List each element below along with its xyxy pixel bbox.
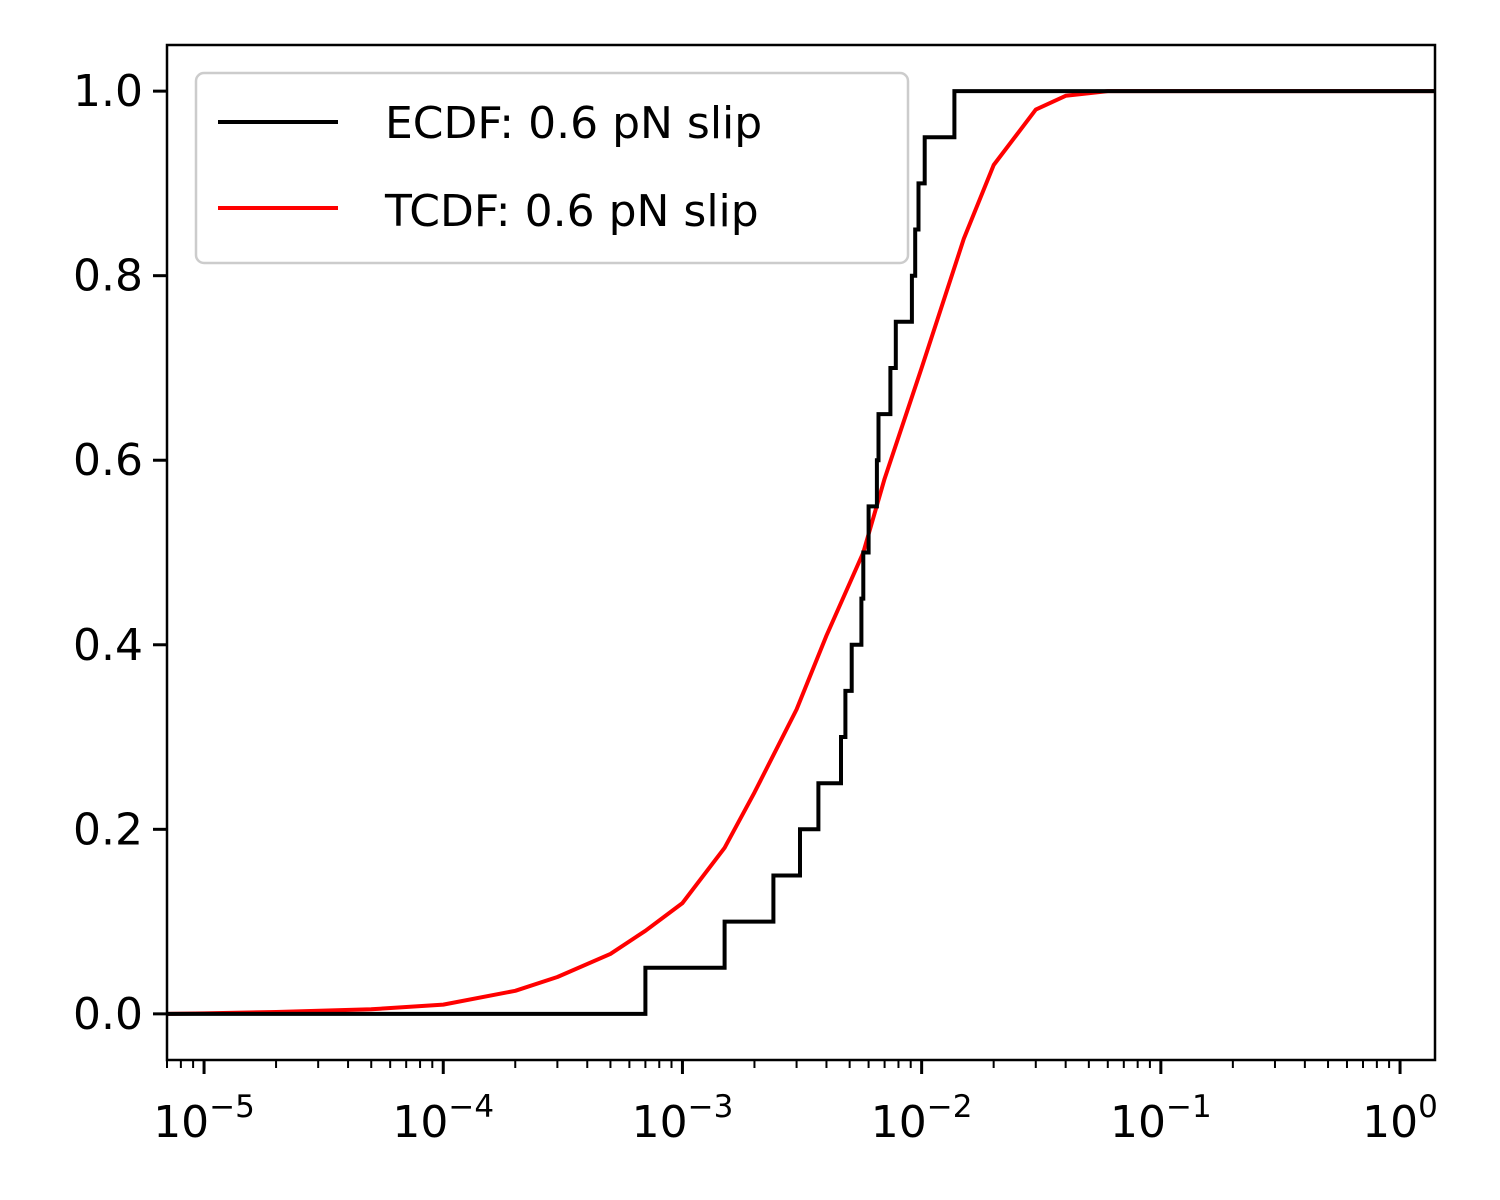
x-tick-label: 10−1 <box>1110 1089 1212 1148</box>
plot-frame <box>165 43 1437 1062</box>
series-layer <box>166 89 1435 1016</box>
x-tick-base: 10 <box>392 1097 448 1148</box>
legend-label-ecdf: ECDF: 0.6 pN slip <box>385 98 762 149</box>
x-tick-label: 10−4 <box>392 1089 494 1148</box>
x-tick-base: 10 <box>871 1097 927 1148</box>
y-axis: 0.0 0.2 0.4 0.6 0.8 1.0 <box>73 66 167 1040</box>
x-tick-exponent: −4 <box>448 1089 494 1125</box>
legend: ECDF: 0.6 pN slip TCDF: 0.6 pN slip <box>194 71 910 265</box>
legend-label-tcdf: TCDF: 0.6 pN slip <box>384 186 759 237</box>
series-line-ecdf <box>167 89 1435 1016</box>
x-tick-label: 100 <box>1362 1089 1438 1148</box>
x-tick-exponent: −3 <box>688 1089 734 1125</box>
x-tick-exponent: −1 <box>1166 1089 1212 1125</box>
x-tick-exponent: −5 <box>209 1089 255 1125</box>
x-tick-label: 10−5 <box>153 1089 255 1148</box>
y-tick-label: 0.0 <box>73 989 143 1040</box>
x-tick-base: 10 <box>1362 1097 1418 1148</box>
y-tick-label: 1.0 <box>73 66 143 117</box>
y-tick-label: 0.4 <box>73 620 143 671</box>
x-tick-exponent: −2 <box>927 1089 973 1125</box>
x-tick-base: 10 <box>153 1097 209 1148</box>
x-axis: 10−5 10−4 10−3 10−2 10−1 100 <box>153 1060 1438 1148</box>
y-tick-label: 0.8 <box>73 251 143 302</box>
x-tick-exponent: 0 <box>1418 1089 1438 1125</box>
x-tick-base: 10 <box>1110 1097 1166 1148</box>
x-tick-base: 10 <box>632 1097 688 1148</box>
x-tick-label: 10−3 <box>632 1089 734 1148</box>
x-tick-label: 10−2 <box>871 1089 973 1148</box>
legend-box <box>194 71 910 265</box>
y-tick-label: 0.2 <box>73 804 143 855</box>
y-tick-label: 0.6 <box>73 435 143 486</box>
